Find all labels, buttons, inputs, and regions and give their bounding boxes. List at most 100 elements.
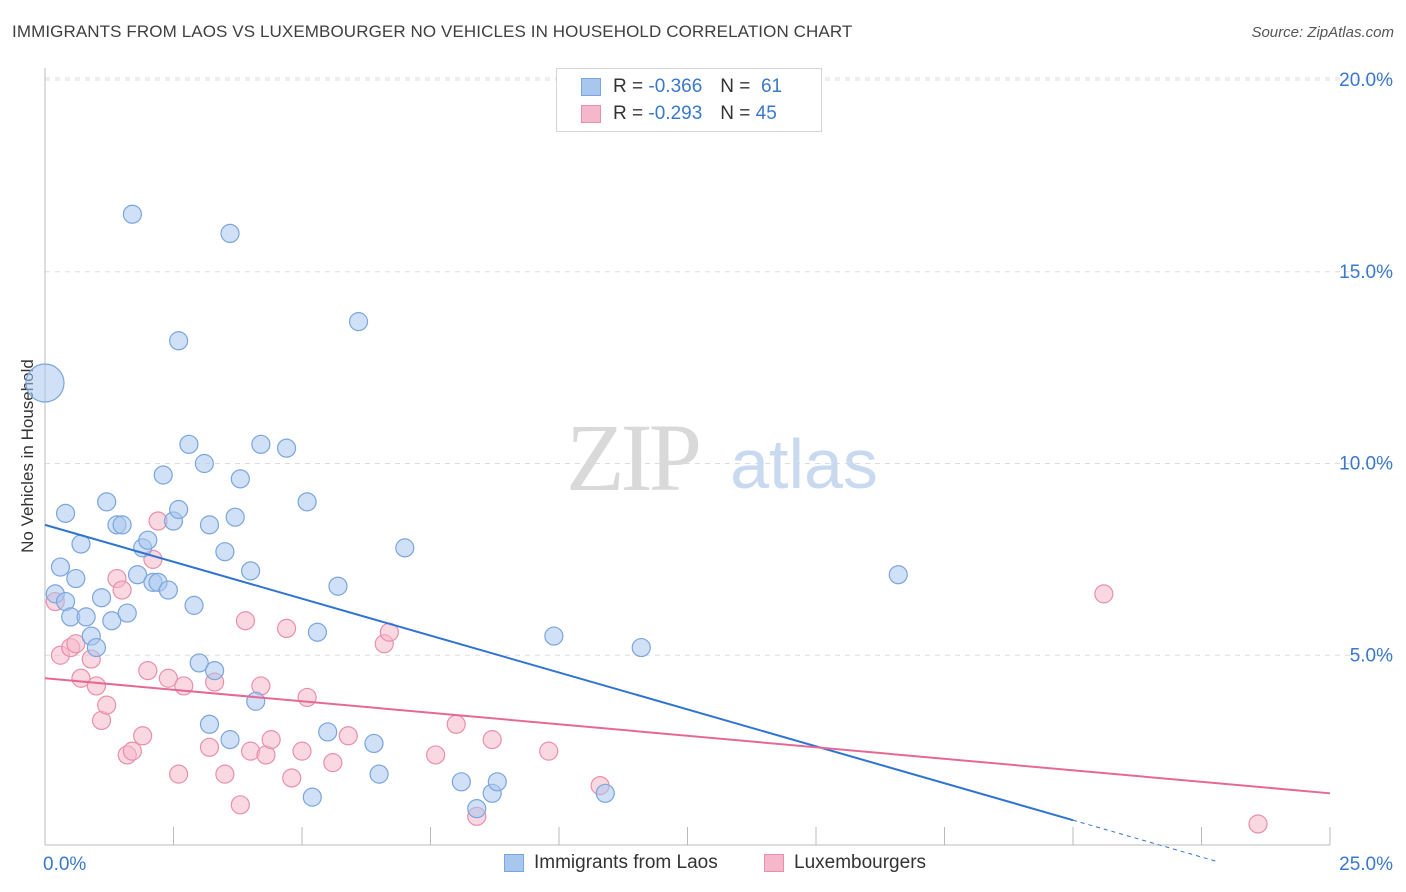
laos-point [467,799,487,819]
luxembourgers-point [539,741,559,761]
correlation-legend: R = -0.366 N = 61 R = -0.293 N = 45 [556,68,822,132]
laos-legend-label: Immigrants from Laos [534,852,718,873]
laos-point [117,603,137,623]
y-tick-label: 15.0% [1339,262,1393,283]
legend-r-value: -0.293 [648,103,703,124]
laos-point [225,507,245,527]
luxembourgers-point [323,753,343,773]
laos-point [169,499,189,520]
laos-point [348,312,369,332]
laos-point [205,660,225,681]
tick-labels: 5.0% 10.0% 15.0% 20.0% 0.0% 25.0% [43,70,1393,875]
legend-item-luxembourgers[interactable]: Luxembourgers [764,852,926,874]
laos-point [102,611,122,631]
laos-point [364,733,384,754]
laos-point [184,595,204,615]
laos-point [395,538,415,558]
luxembourgers-point [66,634,86,654]
laos-point [194,453,214,474]
laos-trend-extension [1072,819,1218,862]
laos-point [199,515,220,535]
laos-point [127,565,148,585]
laos-point [318,722,338,742]
laos-points [25,204,908,819]
laos-point [112,515,132,535]
chart-title: IMMIGRANTS FROM LAOS VS LUXEMBOURGER NO … [12,22,853,41]
y-tick-label: 20.0% [1339,70,1393,91]
axes [44,68,1331,846]
y-tick-label: 10.0% [1339,454,1393,475]
luxembourgers-swatch [581,105,601,123]
laos-point [189,653,209,673]
laos-point [297,492,317,512]
luxembourgers-point [133,726,153,746]
luxembourgers-point [1248,814,1268,834]
luxembourgers-trend-line [44,677,1331,795]
watermark-atlas: atlas [730,425,878,503]
laos-point [199,714,220,734]
luxembourgers-point [169,764,189,784]
laos-point [55,503,76,523]
laos-point [25,363,65,403]
laos-point [220,223,240,243]
laos-point [451,772,471,792]
luxembourgers-point [199,737,220,757]
luxembourgers-point [292,741,312,761]
laos-swatch [581,78,601,96]
laos-point [251,434,271,454]
laos-point [328,576,348,596]
luxembourgers-point [97,695,117,715]
luxembourgers-point [230,795,250,815]
laos-point [307,622,328,642]
luxembourgers-legend-swatch [764,854,784,872]
legend-n-label: N = [720,103,751,124]
legend-n-label: N = [720,76,751,97]
luxembourgers-point [86,676,107,696]
legend-item-laos[interactable]: Immigrants from Laos [504,852,718,874]
watermark-zip: ZIP [566,404,699,511]
laos-point [169,331,189,351]
laos-point [153,465,173,485]
legend-n-value: 61 [760,76,783,97]
x-tick-label: 25.0% [1339,854,1393,875]
legend-r-label: R = [613,76,644,97]
laos-point [487,772,507,792]
legend-row-luxembourgers: R = -0.293 N = 45 [581,103,777,125]
laos-point [179,434,199,454]
luxembourgers-point [138,660,158,681]
laos-point [50,557,71,577]
laos-point [158,580,178,600]
laos-point [544,626,564,646]
luxembourgers-point [276,618,297,639]
legend-n-value: 45 [755,103,777,124]
x-tick-label: 0.0% [43,854,86,875]
legend-r-value: -0.366 [648,76,703,97]
laos-point [888,565,908,585]
luxembourgers-point [1094,584,1114,604]
laos-point [241,561,261,581]
luxembourgers-point [482,730,502,750]
luxembourgers-point [446,714,466,734]
laos-point [246,691,266,711]
legend-r-label: R = [613,103,644,124]
laos-point [230,469,250,489]
laos-legend-swatch [504,854,524,872]
watermark: ZIP atlas [566,404,878,511]
laos-point [122,204,142,224]
laos-point [76,607,96,627]
laos-point [66,568,86,589]
laos-point [86,637,107,658]
luxembourgers-legend-label: Luxembourgers [794,852,927,873]
luxembourgers-point [158,668,178,688]
source-label: Source: ZipAtlas.com [1251,24,1394,41]
y-tick-label: 5.0% [1350,645,1393,666]
laos-point [215,542,235,562]
series-legend: Immigrants from Laos Luxembourgers [0,852,1406,878]
laos-point [138,530,158,550]
legend-row-laos: R = -0.366 N = 61 [581,76,782,98]
laos-point [369,764,389,784]
laos-point [97,492,117,512]
luxembourgers-point [261,730,281,750]
laos-trend-line [44,523,1074,822]
